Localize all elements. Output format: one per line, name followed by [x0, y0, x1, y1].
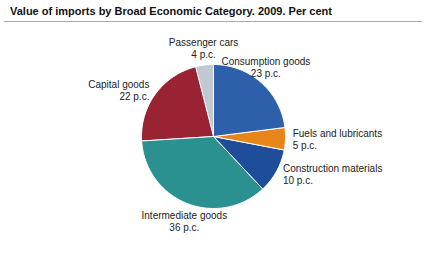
- html-text:Value of imports by Broad Econ: Value of imports by Broad Economic Categ…: [10, 5, 332, 17]
- svg-text:Fuels and lubricants5 p.c.: Fuels and lubricants5 p.c.: [293, 128, 383, 151]
- html-text:Passenger cars: Passenger cars: [168, 36, 239, 48]
- svg-text:Consumption goods23 p.c.: Consumption goods23 p.c.: [221, 56, 310, 79]
- html-text:4 p.c.: 4 p.c.: [191, 48, 216, 60]
- svg-text:Intermediate goods36 p.c.: Intermediate goods36 p.c.: [142, 210, 228, 233]
- svg-text:Capital goods22 p.c.: Capital goods22 p.c.: [88, 79, 149, 102]
- svg-text:Construction materials10 p.c.: Construction materials10 p.c.: [283, 163, 382, 186]
